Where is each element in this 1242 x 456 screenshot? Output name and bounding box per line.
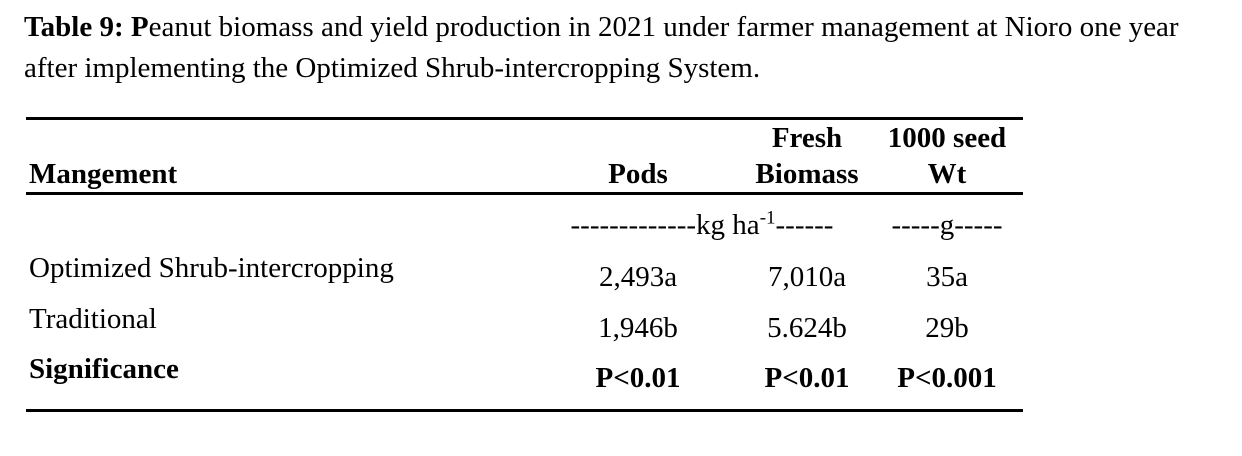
header-fresh-biomass-line1: Fresh [771,122,843,154]
units-kg-prefix: -------------kg ha [570,208,760,241]
cell-seed-wt-value: 29b [925,311,969,344]
units-kg-suffix: ------ [775,208,834,241]
significance-fresh-biomass-value: P<0.01 [764,362,850,394]
header-seed-wt-line2: Wt [927,158,967,190]
units-cell-g: -----g----- [871,194,1023,248]
significance-pods-value: P<0.01 [595,362,681,394]
significance-pods-cell: P<0.01 [533,350,743,411]
table-row: Optimized Shrub-intercropping 2,493a 7,0… [26,248,1023,299]
cell-fresh-biomass-value: 5.624b [767,311,847,344]
units-row: -------------kg ha-1------ -----g----- [26,194,1023,248]
header-management-label: Mangement [29,158,178,190]
significance-row: Significance P<0.01 P<0.01 P<0.001 [26,350,1023,411]
cell-seed-wt: 35a [871,248,1023,299]
units-empty-cell [26,194,533,248]
header-cell-seed-wt: 1000 seed Wt [871,119,1023,194]
significance-label: Significance [29,353,179,385]
cell-pods-value: 2,493a [598,260,678,293]
row-management-text: Optimized Shrub-intercropping [29,251,394,284]
header-cell-fresh-biomass: Fresh Biomass [743,119,871,194]
cell-pods-value: 1,946b [598,311,678,344]
caption-bold-prefix: Table 9: P [24,11,149,43]
results-table: Mangement Pods Fresh Biomass 1000 seed Wt … [26,117,1023,412]
significance-seed-wt-value: P<0.001 [897,362,997,394]
header-cell-management: Mangement [26,119,533,194]
header-pods-label: Pods [608,158,668,190]
table-caption: Table 9: Peanut biomass and yield produc… [0,0,1230,89]
cell-fresh-biomass: 5.624b [743,299,871,350]
cell-fresh-biomass-value: 7,010a [767,260,847,293]
table-row: Traditional 1,946b 5.624b 29b [26,299,1023,350]
cell-seed-wt: 29b [871,299,1023,350]
row-label-management: Traditional [26,299,533,350]
header-row: Mangement Pods Fresh Biomass 1000 seed Wt [26,119,1023,194]
header-cell-pods: Pods [533,119,743,194]
cell-pods: 1,946b [533,299,743,350]
header-fresh-biomass-line2: Biomass [755,158,859,190]
units-kg-superscript: -1 [759,206,776,228]
cell-pods: 2,493a [533,248,743,299]
row-management-text: Traditional [29,302,157,335]
cell-fresh-biomass: 7,010a [743,248,871,299]
row-label-management: Optimized Shrub-intercropping [26,248,533,299]
significance-fresh-biomass-cell: P<0.01 [743,350,871,411]
cell-seed-wt-value: 35a [926,260,968,293]
header-seed-wt-line1: 1000 seed [887,122,1007,154]
caption-text: eanut biomass and yield production in 20… [24,11,1179,84]
units-cell-kg-ha: -------------kg ha-1------ [533,194,871,248]
significance-seed-wt-cell: P<0.001 [871,350,1023,411]
significance-label-cell: Significance [26,350,533,411]
units-g-label: -----g----- [891,208,1003,241]
